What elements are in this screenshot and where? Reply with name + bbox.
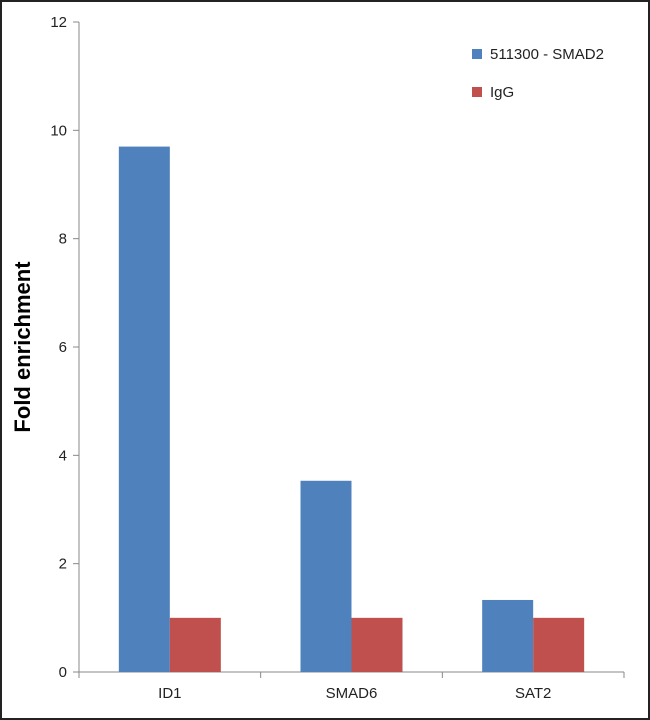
y-tick-label: 6 xyxy=(59,339,67,356)
x-tick-label: ID1 xyxy=(158,685,181,702)
bar-smad2-sat2 xyxy=(482,599,534,672)
bar-smad2-smad6 xyxy=(300,480,352,672)
x-tick-label: SMAD6 xyxy=(326,685,378,702)
y-tick-label: 2 xyxy=(59,556,67,573)
legend-swatch xyxy=(472,87,482,97)
bar-igg-smad6 xyxy=(351,617,403,672)
y-tick-label: 12 xyxy=(50,14,67,31)
legend-swatch xyxy=(472,49,482,59)
y-axis-title: Fold enrichment xyxy=(10,261,35,433)
legend-label: 511300 - SMAD2 xyxy=(490,46,604,63)
x-tick-label: SAT2 xyxy=(515,685,551,702)
x-axis: ID1 SMAD6 SAT2 xyxy=(78,671,625,702)
y-tick-label: 0 xyxy=(59,664,67,681)
y-tick-label: 4 xyxy=(59,447,67,464)
legend: 511300 - SMAD2 IgG xyxy=(472,46,604,101)
bar-igg-sat2 xyxy=(533,617,585,672)
y-axis: 0 2 4 6 8 10 12 xyxy=(50,14,80,681)
y-tick-label: 8 xyxy=(59,231,67,248)
y-tick-label: 10 xyxy=(50,122,67,139)
bars xyxy=(118,146,585,673)
bar-smad2-id1 xyxy=(118,146,170,673)
legend-label: IgG xyxy=(490,84,514,101)
bar-igg-id1 xyxy=(169,617,221,672)
